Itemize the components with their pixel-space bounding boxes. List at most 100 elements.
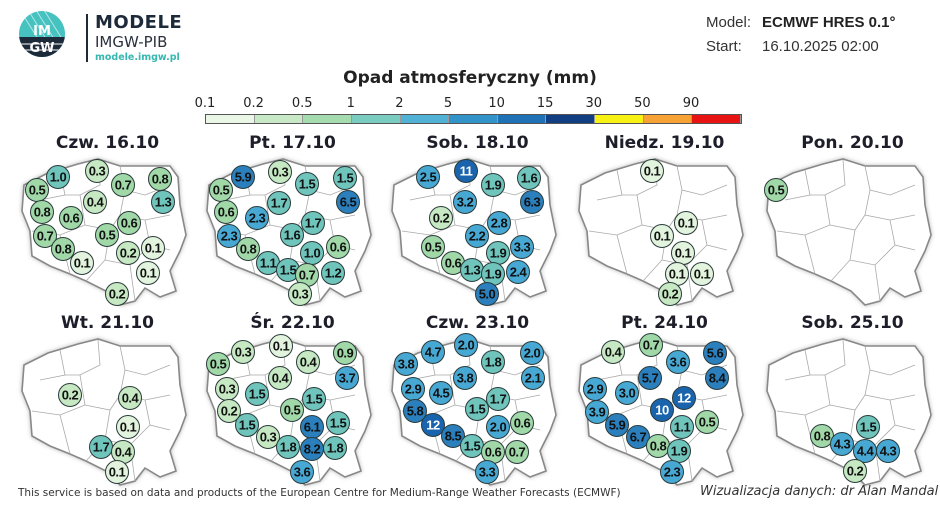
precip-value: 0.8 (240, 242, 257, 257)
precip-circle (333, 341, 357, 365)
precip-marker: 1.5 (465, 397, 489, 421)
region-border (864, 345, 916, 376)
precip-marker: 6.5 (336, 190, 360, 214)
precip-circle (280, 398, 304, 422)
legend-tick: 0.1 (194, 96, 216, 111)
precip-value: 11 (460, 164, 473, 179)
precip-marker: 0.1 (141, 236, 165, 260)
precip-marker: 2.2 (465, 224, 489, 248)
precip-value: 5.8 (407, 404, 424, 419)
precip-marker: 2.9 (583, 377, 607, 401)
precip-value: 12 (677, 391, 691, 406)
poland-map: 0.4 0.7 3.6 5.6 5.7 8.4 2.9 3.0 12 3.9 10 5.9 1.1 0.5… (578, 333, 744, 486)
precip-marker: 0.4 (296, 350, 320, 374)
precip-value: 0.8 (814, 429, 831, 444)
precip-marker: 0.1 (70, 251, 94, 275)
precip-circle (670, 415, 694, 439)
precip-marker: 1.5 (856, 415, 880, 439)
precip-circle (280, 223, 304, 247)
precip-value: 1.5 (280, 263, 297, 278)
precip-value: 0.8 (152, 172, 169, 187)
precip-value: 0.1 (644, 164, 661, 179)
precip-marker: 5.7 (638, 366, 662, 390)
precip-value: 1.3 (464, 263, 481, 278)
precip-marker: 0.1 (269, 334, 293, 358)
precip-circle (510, 411, 534, 435)
precip-value: 0.2 (62, 388, 79, 403)
precip-value: 2.5 (420, 170, 437, 185)
precip-marker: 1.5 (245, 382, 269, 406)
precip-circle (703, 341, 727, 365)
precip-value: 0.3 (292, 287, 309, 302)
precip-marker: 2.5 (416, 165, 440, 189)
precip-value: 4.3 (880, 444, 897, 459)
map-date-title: Śr. 22.10 (250, 313, 335, 333)
start-value: 16.10.2025 02:00 (762, 38, 879, 55)
precip-value: 2.8 (491, 216, 508, 231)
precip-marker: 3.9 (585, 400, 609, 424)
precip-value: 10 (655, 403, 669, 418)
precip-circle (236, 237, 260, 261)
precip-marker: 0.2 (429, 206, 453, 230)
precip-marker: 8.5 (441, 424, 465, 448)
precip-value: 0.9 (337, 346, 354, 361)
precip-circle (290, 460, 314, 484)
precip-value: 4.3 (834, 437, 851, 452)
region-border (616, 234, 628, 275)
precip-value: 0.7 (115, 178, 132, 193)
precip-circle (640, 159, 664, 183)
map-date-title: Czw. 16.10 (55, 133, 160, 153)
precip-value: 5.7 (642, 371, 659, 386)
precip-value: 1.6 (284, 228, 301, 243)
precip-value: 3.8 (457, 371, 474, 386)
precip-marker: 0.2 (843, 459, 867, 483)
precip-circle (605, 413, 629, 437)
precip-marker: 2.9 (401, 377, 425, 401)
precip-marker: 1.1 (670, 415, 694, 439)
precip-marker: 1.7 (486, 387, 510, 411)
precip-value: 8.2 (304, 442, 321, 457)
poland-map: 0.10.10.10.10.1 0.10.2 (578, 158, 744, 306)
brand-org: IMGW-PIB (95, 33, 168, 51)
precip-value: 3.6 (670, 355, 687, 370)
precip-value: 0.7 (643, 338, 660, 353)
precip-circle (326, 411, 350, 435)
precip-circle (486, 387, 510, 411)
precip-marker: 0.3 (256, 425, 280, 449)
precip-value: 8.5 (445, 429, 462, 444)
precip-marker: 0.7 (295, 263, 319, 287)
precip-circle (245, 206, 269, 230)
precip-value: 0.6 (121, 216, 138, 231)
legend-tick: 90 (682, 96, 700, 111)
brand-url[interactable]: modele.imgw.pl (95, 52, 180, 63)
precip-circle (83, 190, 107, 214)
precip-circle (830, 432, 854, 456)
precip-value: 3.2 (457, 195, 474, 210)
precip-marker: 0.5 (209, 178, 233, 202)
region-border (129, 264, 136, 302)
precip-marker: 1.5 (333, 166, 357, 190)
region-border (804, 414, 816, 455)
precip-marker: 5.0 (475, 282, 499, 306)
precip-circle (672, 386, 696, 410)
precip-marker: 1.0 (300, 241, 324, 265)
logo-text-bottom: GW (29, 41, 54, 56)
precip-marker: 8.4 (705, 366, 729, 390)
precip-marker: 0.4 (601, 340, 625, 364)
precip-value: 0.1 (120, 420, 137, 435)
precip-marker: 3.8 (453, 366, 477, 390)
precip-circle (520, 190, 544, 214)
precip-circle (217, 399, 241, 423)
precip-circle (58, 383, 82, 407)
precip-marker: 8.2 (300, 437, 324, 461)
precip-marker: 4.4 (853, 439, 877, 463)
precip-circle (217, 224, 241, 248)
precip-value: 0.1 (273, 339, 290, 354)
precip-marker: 0.4 (83, 190, 107, 214)
legend-tick: 10 (488, 96, 505, 111)
precip-marker: 0.1 (136, 261, 160, 285)
legend-tick: 50 (634, 96, 651, 111)
precip-marker: 0.5 (280, 398, 304, 422)
precip-circle (690, 262, 714, 286)
precip-marker: 2.0 (486, 415, 510, 439)
